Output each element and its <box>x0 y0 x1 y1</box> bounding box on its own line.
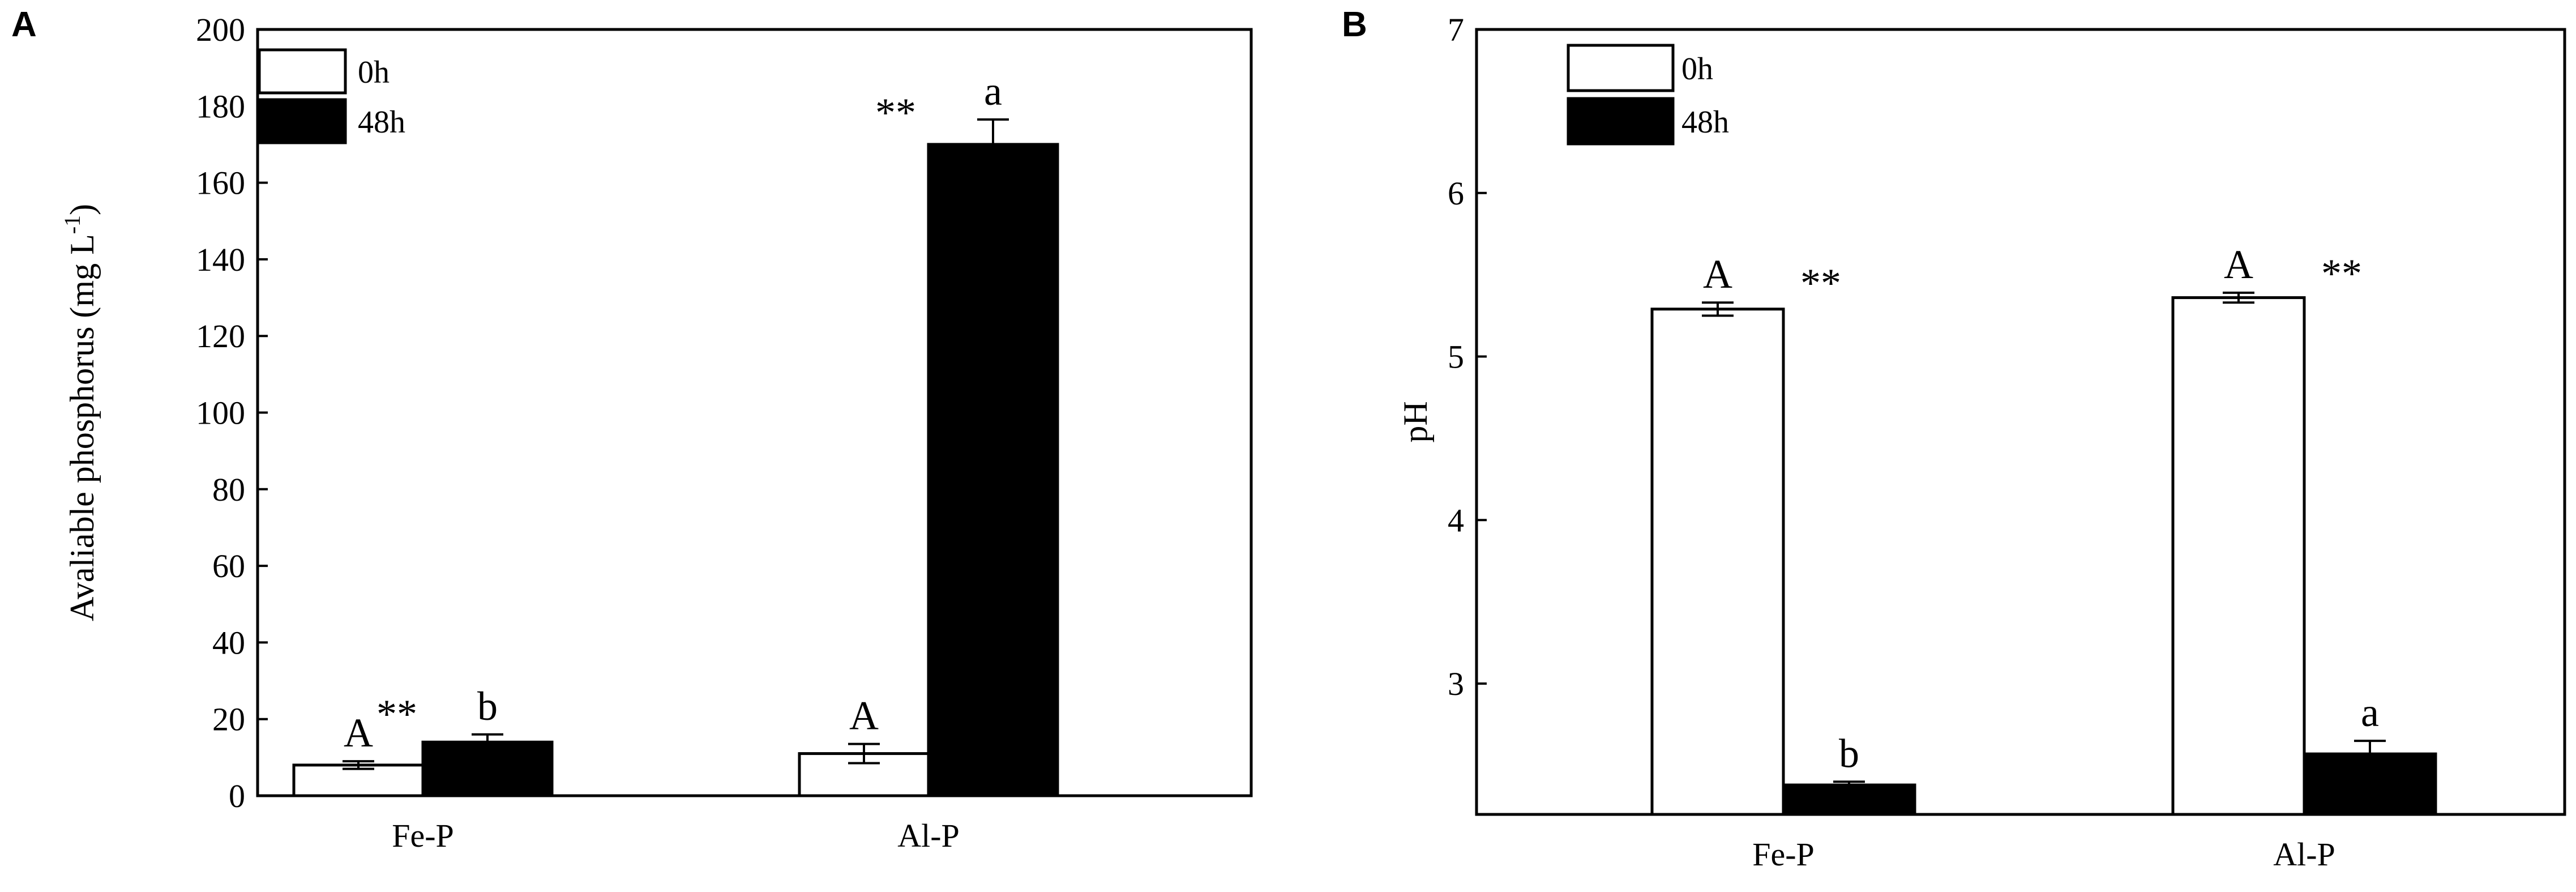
bar-48h-Fe-P <box>1782 783 1916 816</box>
significance-letter: a <box>2361 690 2379 735</box>
significance-letter: A <box>849 693 879 739</box>
y-axis-title: pH <box>1397 401 1434 442</box>
y-tick-label: 120 <box>196 318 245 355</box>
y-tick-label: 40 <box>212 624 245 661</box>
significance-stars: ** <box>875 90 916 135</box>
legend-label-48h: 48h <box>358 105 405 140</box>
significance-letter: b <box>1839 731 1859 776</box>
legend-swatch-0h <box>1567 44 1675 92</box>
x-tick-label: Fe-P <box>392 817 454 854</box>
significance-stars: ** <box>2321 251 2362 296</box>
y-tick-label: 3 <box>1448 665 1464 702</box>
chart-panel-B: B 3 4 5 6 7 pH Fe-P Al-P A ** A ** b a 0h 48h <box>1342 5 2566 873</box>
significance-letter: A <box>344 710 373 756</box>
x-tick-label: Fe-P <box>1752 836 1815 873</box>
x-tick-label: Al-P <box>2273 836 2335 873</box>
plot-frame <box>1475 28 2566 816</box>
panel-label: B <box>1342 5 1367 44</box>
legend-swatch-48h <box>258 98 347 144</box>
panel-label: A <box>11 5 37 44</box>
y-tick-label: 20 <box>212 701 245 738</box>
y-tick-label: 140 <box>196 241 245 278</box>
plot-frame <box>256 28 1253 797</box>
bar-48h-Fe-P <box>421 740 554 797</box>
y-tick-label: 80 <box>212 471 245 508</box>
bar-48h-Al-P <box>927 143 1059 797</box>
bar-0h-Al-P <box>2171 296 2306 816</box>
legend-label-0h: 0h <box>358 55 390 90</box>
y-tick-label: 60 <box>212 548 245 584</box>
y-tick-label: 0 <box>229 778 245 814</box>
bar-0h-Fe-P <box>1650 308 1785 816</box>
legend-label-48h: 48h <box>1681 105 1729 140</box>
y-tick-label: 200 <box>196 11 245 48</box>
legend-swatch-0h <box>258 48 347 95</box>
legend-swatch-48h <box>1567 97 1675 146</box>
y-tick-label: 7 <box>1448 11 1464 48</box>
y-tick-label: 100 <box>196 395 245 432</box>
y-tick-label: 5 <box>1448 339 1464 375</box>
significance-stars: ** <box>1800 261 1841 306</box>
significance-letter: A <box>1703 251 1732 297</box>
significance-stars: ** <box>376 692 417 737</box>
significance-letter: b <box>477 684 498 729</box>
chart-panel-A: A 0 20 40 60 80 100 120 140 160 180 200 Avaliable ph… <box>11 5 1253 854</box>
y-tick-label: 180 <box>196 88 245 125</box>
y-axis-title: Avaliable phosphorus (mg L-1) <box>59 204 101 621</box>
y-tick-label: 160 <box>196 165 245 202</box>
significance-letter: A <box>2224 242 2253 287</box>
y-tick-label: 6 <box>1448 175 1464 212</box>
significance-letter: a <box>984 69 1002 114</box>
legend-label-0h: 0h <box>1681 52 1713 87</box>
x-tick-label: Al-P <box>897 817 960 854</box>
y-tick-label: 4 <box>1448 502 1464 539</box>
